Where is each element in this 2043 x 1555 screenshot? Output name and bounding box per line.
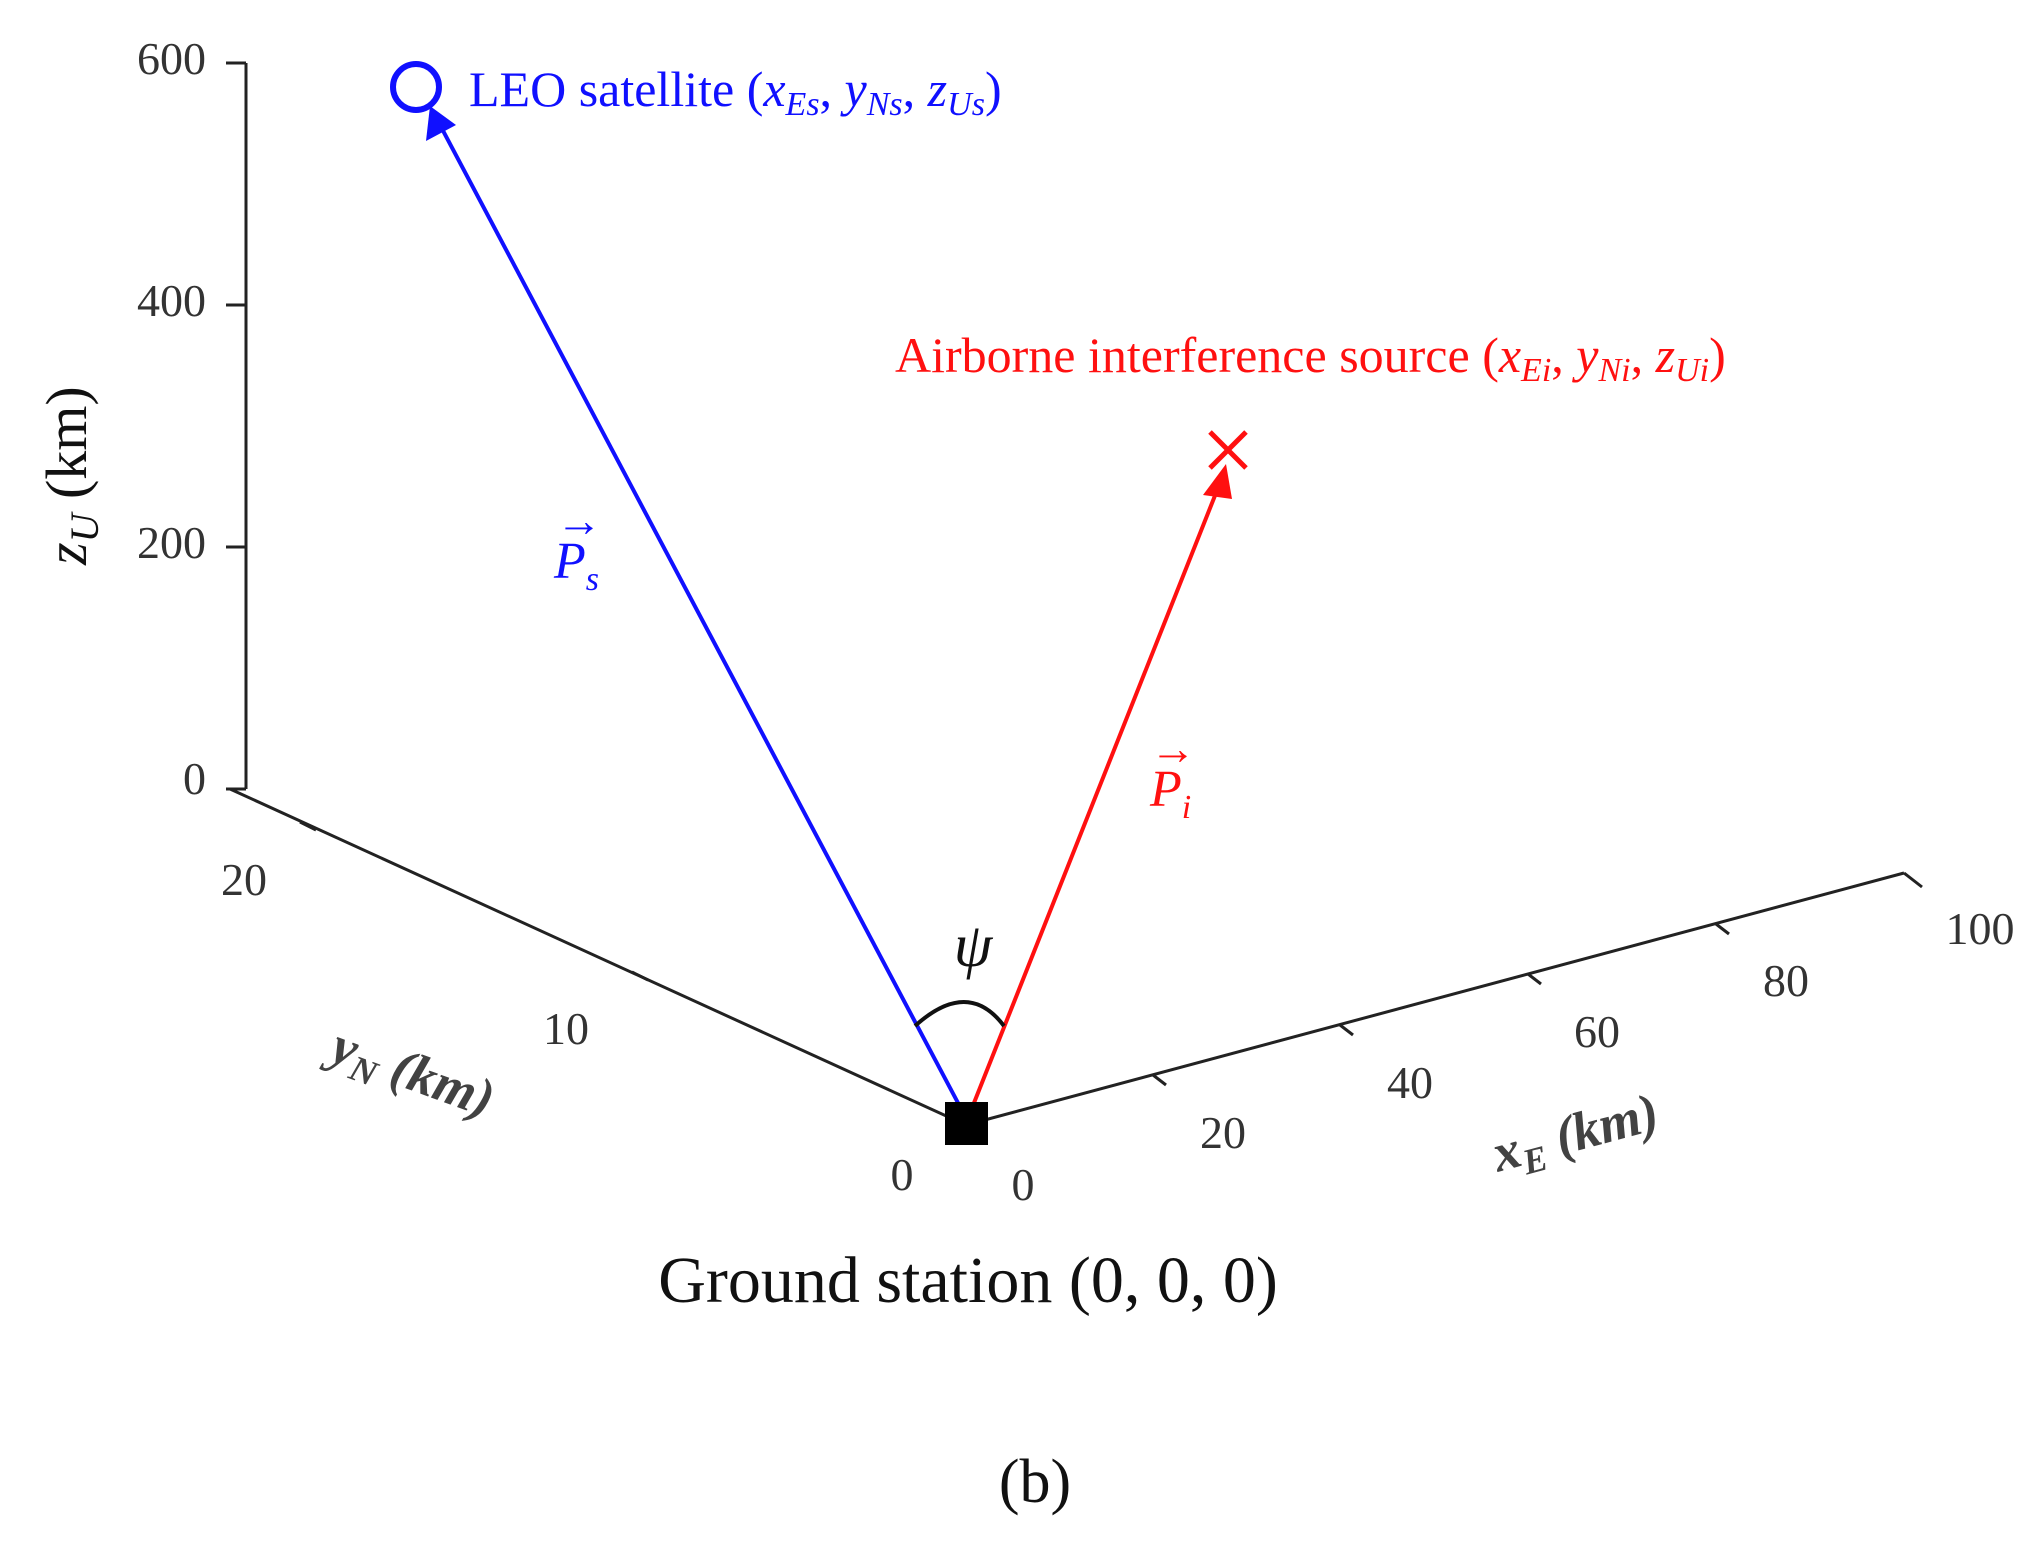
interferer-arrowhead: [1203, 464, 1232, 499]
x-tick-label: 60: [1574, 1006, 1620, 1057]
psi-symbol: ψ: [954, 912, 994, 980]
satellite-sep-2: ,: [903, 61, 928, 117]
y-tick-mark: [631, 970, 649, 982]
satellite-vector-line: [438, 124, 968, 1119]
interferer-marker: [1208, 430, 1248, 470]
y-axis-ticks: [299, 820, 649, 982]
panel-label: (b): [999, 1448, 1071, 1516]
x-axis-ticks: [1152, 922, 1730, 1087]
ground-station-marker: [945, 1102, 988, 1145]
z-tick-label: 600: [137, 33, 206, 84]
satellite-name: LEO satellite: [469, 61, 734, 117]
interferer-label: Airborne interference source (xEi, yNi, …: [895, 327, 1726, 389]
psi-angle-arc: [913, 1000, 1006, 1028]
satellite-x: x: [762, 61, 785, 117]
y-axis-label: yN (km): [316, 1013, 502, 1135]
satellite-z-sub: Us: [947, 86, 985, 123]
satellite-marker: [390, 61, 442, 113]
z-axis-label: zU (km): [34, 386, 107, 566]
z-tick-label: 200: [137, 517, 206, 568]
y-axis-label-unit: (km): [371, 1032, 503, 1129]
interferer-x-sub: Ei: [1520, 352, 1551, 389]
satellite-coord-open: (: [734, 61, 763, 117]
y-axis-line: [229, 787, 967, 1127]
x-axis-label: xE (km): [1485, 1082, 1667, 1190]
satellite-z: z: [927, 61, 947, 117]
ground-station-label: Ground station (0, 0, 0): [658, 1244, 1278, 1317]
interferer-y-sub: Ni: [1597, 352, 1630, 389]
z-axis-ticks: [226, 61, 246, 791]
x-tick-label: 20: [1200, 1107, 1246, 1158]
satellite-arrowhead: [426, 106, 456, 141]
y-tick-mark: [299, 820, 317, 832]
interferer-y: y: [1571, 327, 1599, 383]
satellite-vector-arrow-glyph: →: [556, 495, 602, 546]
z-axis-label-sub: U: [62, 510, 107, 542]
interferer-coord-close: ): [1709, 327, 1726, 383]
satellite-y-sub: Ns: [866, 86, 903, 123]
interferer-vector-line: [966, 487, 1220, 1119]
interferer-vector-arrow-glyph: →: [1150, 723, 1196, 774]
x-axis-label-unit: (km): [1535, 1082, 1665, 1171]
satellite-coord-close: ): [985, 61, 1002, 117]
satellite-y: y: [840, 61, 868, 117]
x-tick-mark: [1339, 1023, 1354, 1037]
x-tick-mark: [1152, 1073, 1167, 1087]
interferer-vector-sub: i: [1182, 789, 1191, 826]
x-tick-label: 80: [1763, 955, 1809, 1006]
x-axis-end-tick: [1903, 871, 1923, 889]
x-tick-label: 100: [1946, 903, 2015, 954]
z-tick-label: 400: [137, 275, 206, 326]
interferer-x: x: [1498, 327, 1521, 383]
interferer-sep-2: ,: [1631, 327, 1656, 383]
z-tick-label: 0: [183, 753, 206, 804]
satellite-vector-label: Ps: [553, 533, 599, 598]
satellite-vector-symbol: P: [553, 533, 586, 590]
interferer-sep-1: ,: [1551, 327, 1576, 383]
interferer-name: Airborne interference source: [895, 327, 1470, 383]
z-axis-label-var: z: [34, 542, 99, 566]
y-tick-label: 20: [221, 854, 267, 905]
x-tick-label: 40: [1387, 1057, 1433, 1108]
interferer-z: z: [1655, 327, 1675, 383]
interferer-vector-symbol: P: [1149, 761, 1182, 818]
y-tick-label: 10: [543, 1003, 589, 1054]
interferer-vector-label: Pi: [1149, 761, 1191, 826]
y-tick-label: 0: [891, 1149, 914, 1200]
x-axis-line: [965, 871, 1905, 1127]
x-tick-label: 0: [1012, 1159, 1035, 1210]
x-tick-mark: [1715, 922, 1730, 936]
axes-lines: [229, 63, 1923, 1127]
interferer-coord-open: (: [1470, 327, 1499, 383]
satellite-label: LEO satellite (xEs, yNs, zUs): [469, 61, 1002, 123]
interferer-z-sub: Ui: [1675, 352, 1709, 389]
x-tick-mark: [1527, 972, 1542, 986]
z-axis-label-unit: (km): [34, 386, 99, 513]
satellite-sep-1: ,: [820, 61, 845, 117]
satellite-vector-sub: s: [586, 561, 599, 598]
satellite-x-sub: Es: [785, 86, 820, 123]
